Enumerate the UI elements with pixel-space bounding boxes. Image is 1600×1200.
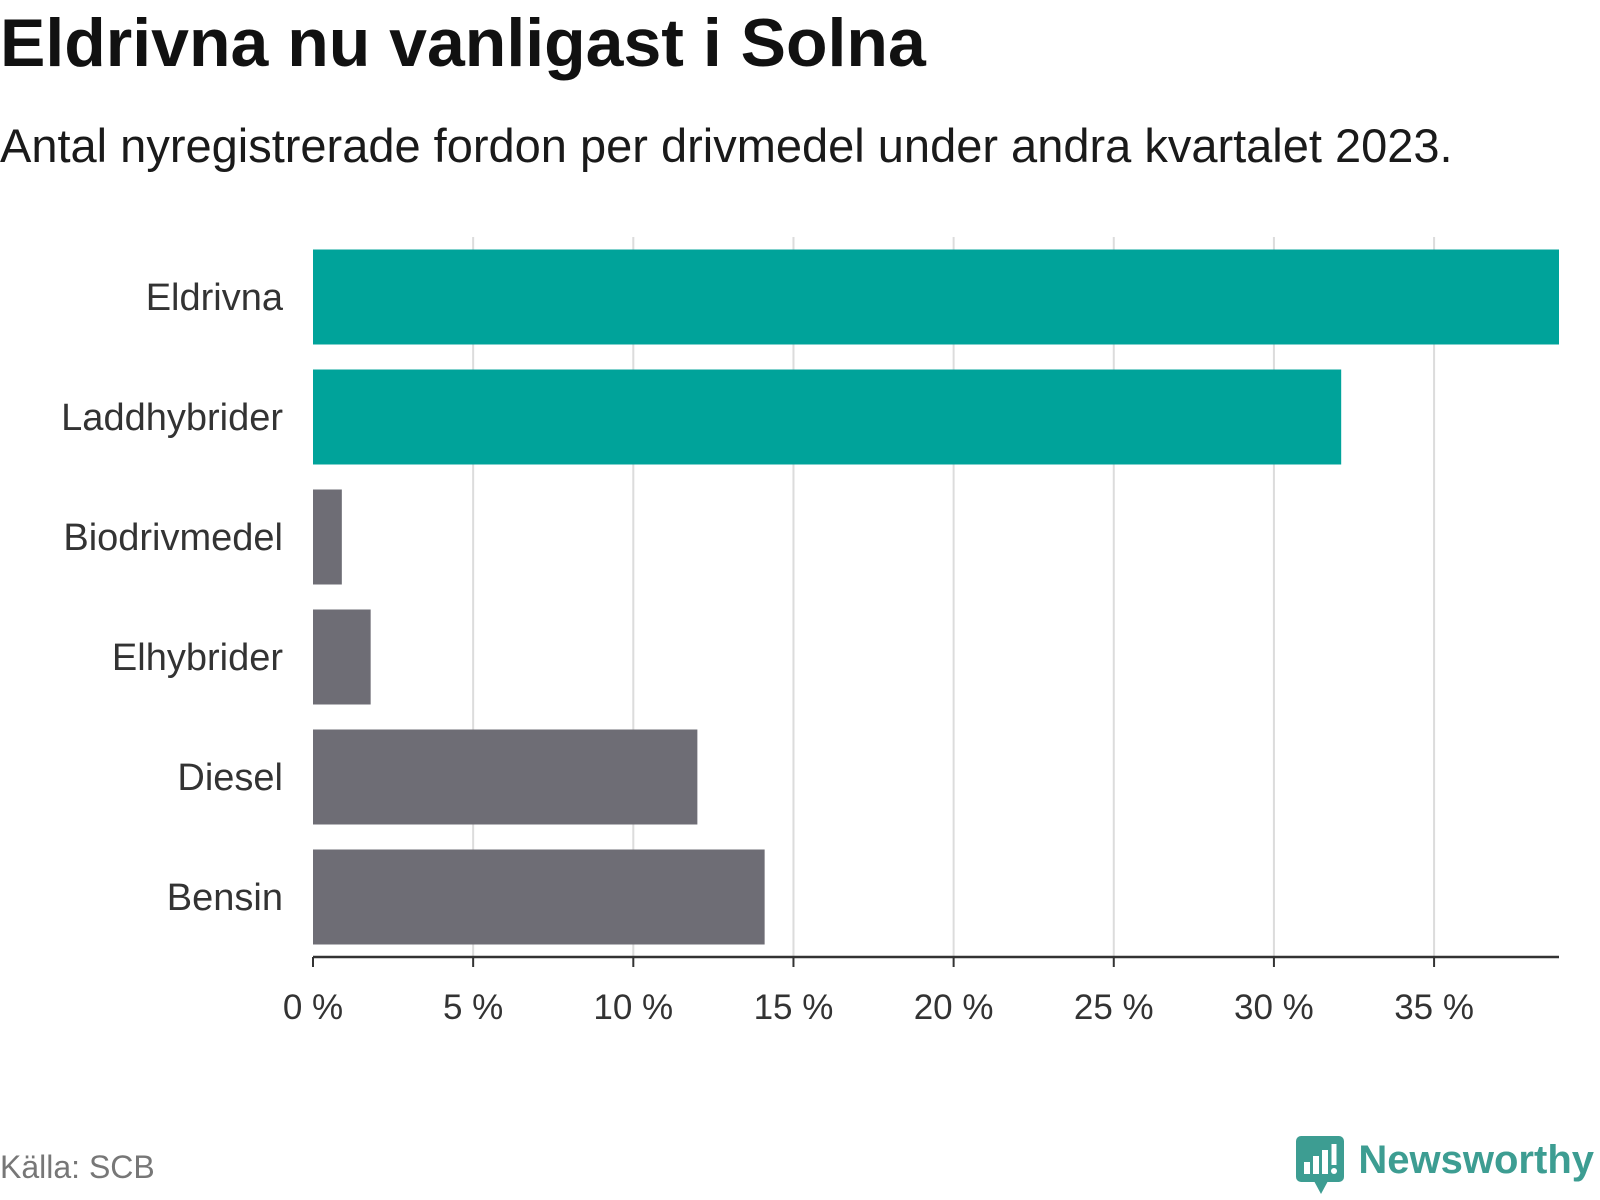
bars xyxy=(313,249,1559,945)
bar-elhybrider xyxy=(313,609,371,705)
category-label-diesel: Diesel xyxy=(177,757,283,799)
x-tick-label-5: 5 % xyxy=(443,988,503,1027)
category-label-elhybrider: Elhybrider xyxy=(112,637,283,679)
bar-chart: Eldrivna Laddhybrider Biodrivmedel Elhybrid… xyxy=(61,237,1559,1027)
x-tick-label-30: 30 % xyxy=(1234,988,1314,1027)
x-tick-label-15: 15 % xyxy=(754,988,834,1027)
category-label-biodrivmedel: Biodrivmedel xyxy=(63,517,283,559)
x-axis: 0 % 5 % 10 % 15 % 20 % 25 % 30 % 35 % xyxy=(283,955,1559,1027)
gridlines xyxy=(472,237,1436,957)
bar-eldrivna xyxy=(313,249,1559,345)
category-label-eldrivna: Eldrivna xyxy=(146,277,284,319)
x-tick-label-10: 10 % xyxy=(593,988,673,1027)
category-label-laddhybrider: Laddhybrider xyxy=(61,397,283,439)
category-labels: Eldrivna Laddhybrider Biodrivmedel Elhybrid… xyxy=(61,277,284,919)
brand-name: Newsworthy xyxy=(1358,1138,1594,1182)
x-tick-label-20: 20 % xyxy=(914,988,994,1027)
bar-bensin xyxy=(313,849,765,945)
bar-laddhybrider xyxy=(313,369,1342,465)
x-tick-label-0: 0 % xyxy=(283,988,343,1027)
bar-diesel xyxy=(313,729,698,825)
source-note: Källa: SCB xyxy=(0,1149,155,1185)
brand-logo: Newsworthy xyxy=(1296,1136,1594,1194)
newsworthy-logo-icon xyxy=(1296,1136,1345,1194)
chart-subtitle: Antal nyregistrerade fordon per drivmede… xyxy=(0,119,1453,172)
category-label-bensin: Bensin xyxy=(167,877,283,919)
x-tick-label-35: 35 % xyxy=(1394,988,1474,1027)
bar-biodrivmedel xyxy=(313,489,342,585)
x-tick-label-25: 25 % xyxy=(1074,988,1154,1027)
chart-title: Eldrivna nu vanligast i Solna xyxy=(0,5,926,81)
